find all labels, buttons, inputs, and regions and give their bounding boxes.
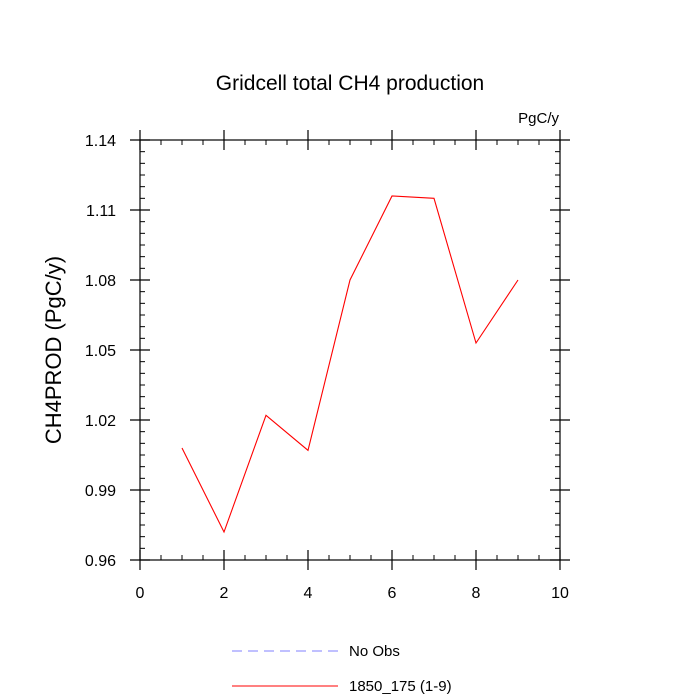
- legend-label-0: No Obs: [349, 643, 400, 660]
- legend-label-1: 1850_175 (1-9): [349, 678, 452, 695]
- x-tick-label: 8: [472, 585, 481, 602]
- x-tick-label: 4: [304, 585, 313, 602]
- plot-area: 0 2 4 6 8 10 0.96 0.99 1.02 1.05 1.08 1.11 1.14: [85, 130, 570, 602]
- y-axis-label: CH4PROD (PgC/y): [41, 256, 66, 444]
- legend: No Obs 1850_175 (1-9): [232, 643, 452, 695]
- chart-title: Gridcell total CH4 production: [216, 72, 484, 95]
- plot-frame: [139, 139, 561, 561]
- x-tick-label: 6: [388, 585, 397, 602]
- units-label: PgC/y: [518, 110, 559, 127]
- y-tick-label: 0.96: [85, 553, 116, 570]
- x-tick-label: 2: [220, 585, 229, 602]
- x-tick-label: 0: [136, 585, 145, 602]
- y-tick-label: 1.14: [85, 133, 116, 150]
- y-tick-label: 1.11: [86, 203, 116, 220]
- y-tick-label: 0.99: [85, 483, 116, 500]
- y-tick-label: 1.08: [85, 273, 116, 290]
- y-tick-label: 1.02: [85, 413, 116, 430]
- series-line-1: [181, 195, 519, 534]
- y-tick-label: 1.05: [85, 343, 116, 360]
- x-tick-label: 10: [551, 585, 569, 602]
